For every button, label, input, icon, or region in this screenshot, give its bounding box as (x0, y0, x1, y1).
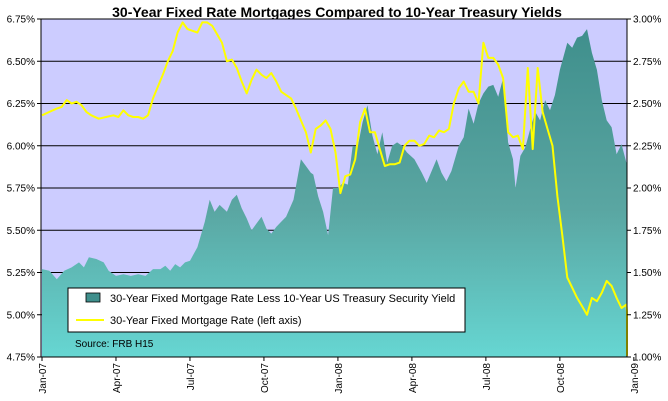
right-axis: 1.00% 1.25% 1.50% 1.75% 2.00% 2.25% 2.50% 2.75%… (627, 15, 661, 364)
left-axis-tick-label: 5.50% (7, 226, 35, 237)
right-axis-tick-label: 2.00% (633, 184, 661, 195)
right-axis-tick-label: 1.25% (633, 310, 661, 321)
spread-area-series (42, 29, 627, 357)
left-axis-tick-label: 5.25% (7, 268, 35, 279)
left-axis-tick-label: 6.00% (7, 141, 35, 152)
right-axis-tick-label: 1.75% (633, 226, 661, 237)
left-axis-tick-label: 5.75% (7, 184, 35, 195)
left-axis-tick-label: 6.50% (7, 57, 35, 68)
source-note: Source: FRB H15 (75, 339, 154, 350)
x-axis-tick-label: Jul-07 (186, 363, 197, 391)
legend: 30-Year Fixed Mortgage Rate Less 10-Year… (67, 287, 466, 333)
legend-swatch-area (85, 292, 101, 303)
x-axis-tick-label: Oct-07 (260, 363, 271, 393)
x-axis-tick-label: Apr-08 (408, 363, 419, 393)
right-axis-tick-label: 2.50% (633, 99, 661, 110)
legend-label-mortgage: 30-Year Fixed Mortgage Rate (left axis) (110, 315, 302, 327)
right-axis-tick-label: 2.25% (633, 141, 661, 152)
x-axis-tick-label: Jul-08 (482, 363, 493, 391)
x-axis-tick-label: Apr-07 (112, 363, 123, 393)
chart-title: 30-Year Fixed Rate Mortgages Compared to… (112, 4, 562, 20)
right-axis-tick-label: 2.75% (633, 57, 661, 68)
x-axis-tick-label: Jan-07 (38, 363, 49, 394)
left-axis-tick-label: 6.75% (7, 15, 35, 26)
x-axis-tick-label: Oct-08 (556, 363, 567, 393)
left-axis-tick-label: 4.75% (7, 353, 35, 364)
x-axis-tick-label: Jan-08 (334, 363, 345, 394)
mortgage-rate-line-series (41, 21, 628, 357)
legend-label-spread: 30-Year Fixed Mortgage Rate Less 10-Year… (110, 293, 455, 305)
left-axis-tick-label: 5.00% (7, 310, 35, 321)
x-axis-tick-label: Jan-09 (630, 363, 641, 394)
right-axis-tick-label: 1.00% (633, 353, 661, 364)
left-axis-tick-label: 6.25% (7, 99, 35, 110)
right-axis-tick-label: 1.50% (633, 268, 661, 279)
x-axis: Jan-07 Apr-07 Jul-07 Oct-07 Jan-08 Apr-08 Jul-… (38, 357, 641, 394)
right-axis-tick-label: 3.00% (633, 15, 661, 26)
legend-box (67, 287, 466, 333)
left-axis: 4.75% 5.00% 5.25% 5.50% 5.75% 6.00% 6.25% 6.50%… (7, 15, 41, 364)
